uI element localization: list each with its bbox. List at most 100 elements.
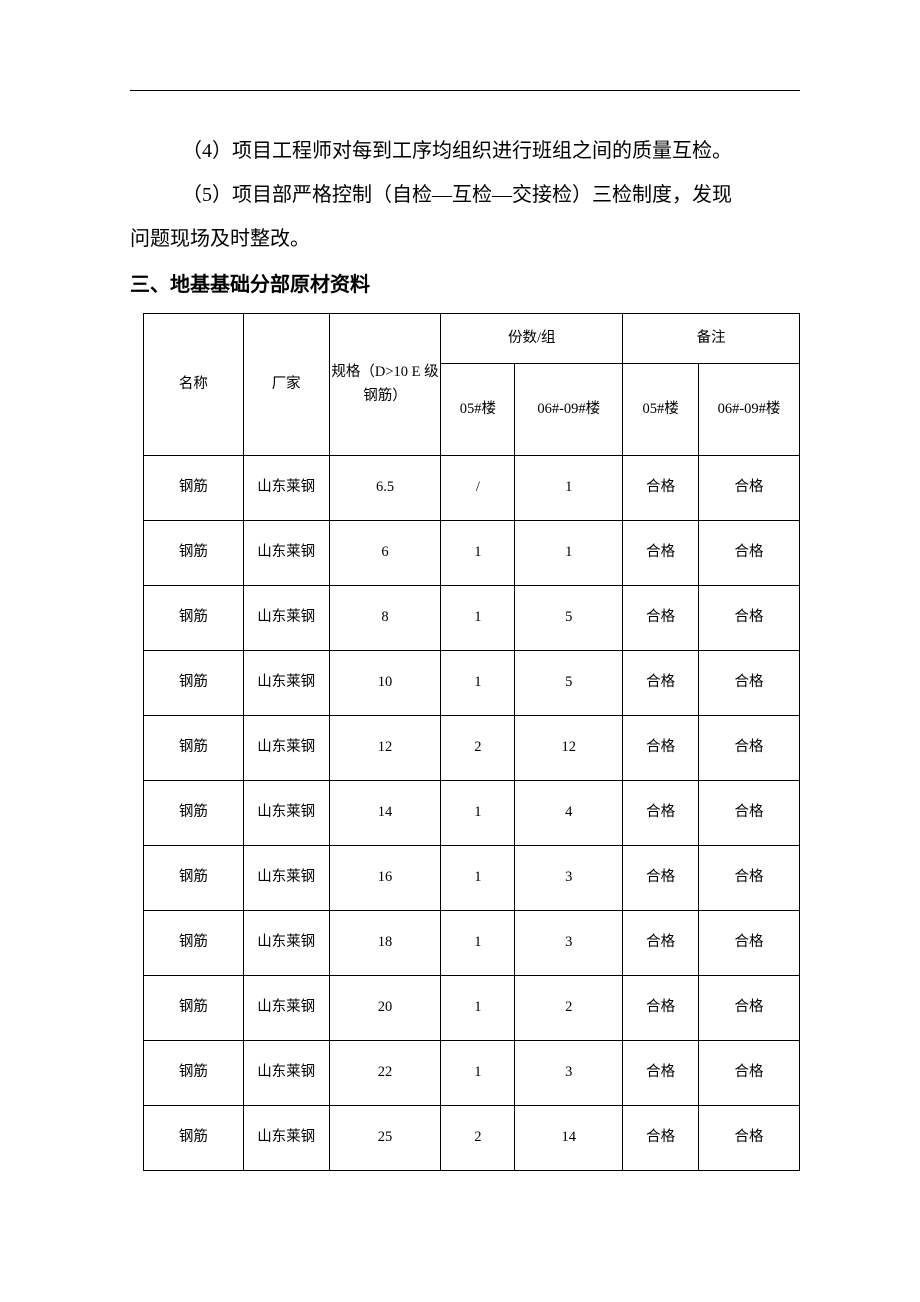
section-title: 三、地基基础分部原材资料 [130, 263, 800, 307]
table-header: 名称 厂家 规格（D>10 E 级钢筋） 份数/组 备注 05#楼 06#-09… [144, 314, 800, 456]
table-cell-c2: 3 [515, 911, 623, 976]
table-row: 钢筋山东莱钢2012合格合格 [144, 976, 800, 1041]
table-cell-r2: 合格 [699, 586, 800, 651]
table-cell-r1: 合格 [623, 1041, 699, 1106]
table-cell-c1: 2 [441, 1106, 515, 1171]
table-cell-r1: 合格 [623, 846, 699, 911]
table-cell-c2: 5 [515, 651, 623, 716]
paragraph-4: （4）项目工程师对每到工序均组织进行班组之间的质量互检。 [130, 129, 800, 173]
table-cell-c2: 12 [515, 716, 623, 781]
table-cell-name: 钢筋 [144, 781, 244, 846]
table-cell-mfr: 山东莱钢 [243, 586, 329, 651]
th-remark-group: 备注 [623, 314, 800, 364]
table-cell-c1: 1 [441, 846, 515, 911]
table-cell-name: 钢筋 [144, 586, 244, 651]
table-cell-spec: 14 [329, 781, 441, 846]
table-cell-spec: 12 [329, 716, 441, 781]
table-cell-mfr: 山东莱钢 [243, 846, 329, 911]
table-cell-c1: 2 [441, 716, 515, 781]
table-cell-mfr: 山东莱钢 [243, 911, 329, 976]
table-cell-r2: 合格 [699, 781, 800, 846]
paragraph-5-line1: （5）项目部严格控制（自检—互检—交接检）三检制度，发现 [130, 173, 800, 217]
table-cell-c2: 2 [515, 976, 623, 1041]
table-cell-r1: 合格 [623, 586, 699, 651]
th-count-group: 份数/组 [441, 314, 623, 364]
table-cell-mfr: 山东莱钢 [243, 521, 329, 586]
table-cell-mfr: 山东莱钢 [243, 1041, 329, 1106]
table-cell-c1: 1 [441, 976, 515, 1041]
table-cell-mfr: 山东莱钢 [243, 456, 329, 521]
th-remark-05: 05#楼 [623, 364, 699, 456]
table-row: 钢筋山东莱钢611合格合格 [144, 521, 800, 586]
table-row: 钢筋山东莱钢1414合格合格 [144, 781, 800, 846]
table-cell-spec: 6 [329, 521, 441, 586]
table-cell-mfr: 山东莱钢 [243, 1106, 329, 1171]
table-cell-r2: 合格 [699, 521, 800, 586]
table-row: 钢筋山东莱钢6.5/1合格合格 [144, 456, 800, 521]
table-cell-r2: 合格 [699, 456, 800, 521]
table-cell-spec: 25 [329, 1106, 441, 1171]
table-cell-r1: 合格 [623, 651, 699, 716]
table-cell-name: 钢筋 [144, 716, 244, 781]
th-count-06-09: 06#-09#楼 [515, 364, 623, 456]
table-cell-c1: / [441, 456, 515, 521]
materials-table: 名称 厂家 规格（D>10 E 级钢筋） 份数/组 备注 05#楼 06#-09… [143, 313, 800, 1171]
table-cell-r2: 合格 [699, 846, 800, 911]
body-paragraphs: （4）项目工程师对每到工序均组织进行班组之间的质量互检。 （5）项目部严格控制（… [130, 129, 800, 261]
th-count-05: 05#楼 [441, 364, 515, 456]
table-cell-c1: 1 [441, 586, 515, 651]
table-row: 钢筋山东莱钢2213合格合格 [144, 1041, 800, 1106]
table-cell-spec: 22 [329, 1041, 441, 1106]
table-cell-c2: 1 [515, 521, 623, 586]
table-cell-c2: 14 [515, 1106, 623, 1171]
table-cell-spec: 20 [329, 976, 441, 1041]
table-cell-c2: 3 [515, 1041, 623, 1106]
paragraph-5-line2: 问题现场及时整改。 [130, 217, 800, 261]
table-cell-spec: 16 [329, 846, 441, 911]
table-body: 钢筋山东莱钢6.5/1合格合格钢筋山东莱钢611合格合格钢筋山东莱钢815合格合… [144, 456, 800, 1171]
table-cell-r1: 合格 [623, 716, 699, 781]
table-cell-c2: 3 [515, 846, 623, 911]
th-spec: 规格（D>10 E 级钢筋） [329, 314, 441, 456]
table-cell-r2: 合格 [699, 976, 800, 1041]
table-cell-r2: 合格 [699, 1106, 800, 1171]
table-cell-mfr: 山东莱钢 [243, 781, 329, 846]
table-cell-c1: 1 [441, 781, 515, 846]
table-cell-spec: 18 [329, 911, 441, 976]
table-cell-c2: 5 [515, 586, 623, 651]
table-cell-name: 钢筋 [144, 456, 244, 521]
table-cell-name: 钢筋 [144, 976, 244, 1041]
th-manufacturer: 厂家 [243, 314, 329, 456]
table-cell-r2: 合格 [699, 716, 800, 781]
table-cell-r1: 合格 [623, 911, 699, 976]
table-cell-r2: 合格 [699, 911, 800, 976]
table-row: 钢筋山东莱钢1813合格合格 [144, 911, 800, 976]
table-cell-c1: 1 [441, 651, 515, 716]
table-cell-r1: 合格 [623, 976, 699, 1041]
table-cell-c2: 4 [515, 781, 623, 846]
top-horizontal-rule [130, 90, 800, 91]
table-cell-r2: 合格 [699, 651, 800, 716]
table-cell-mfr: 山东莱钢 [243, 716, 329, 781]
table-cell-spec: 8 [329, 586, 441, 651]
table-cell-c2: 1 [515, 456, 623, 521]
table-cell-name: 钢筋 [144, 1106, 244, 1171]
table-cell-c1: 1 [441, 1041, 515, 1106]
table-row: 钢筋山东莱钢25214合格合格 [144, 1106, 800, 1171]
table-cell-r1: 合格 [623, 521, 699, 586]
table-row: 钢筋山东莱钢815合格合格 [144, 586, 800, 651]
table-cell-c1: 1 [441, 521, 515, 586]
table-row: 钢筋山东莱钢12212合格合格 [144, 716, 800, 781]
th-remark-06-09: 06#-09#楼 [699, 364, 800, 456]
table-cell-name: 钢筋 [144, 651, 244, 716]
table-row: 钢筋山东莱钢1613合格合格 [144, 846, 800, 911]
table-cell-name: 钢筋 [144, 1041, 244, 1106]
table-cell-r1: 合格 [623, 456, 699, 521]
table-cell-name: 钢筋 [144, 846, 244, 911]
table-cell-mfr: 山东莱钢 [243, 651, 329, 716]
table-cell-spec: 6.5 [329, 456, 441, 521]
table-cell-r2: 合格 [699, 1041, 800, 1106]
table-cell-c1: 1 [441, 911, 515, 976]
table-cell-r1: 合格 [623, 1106, 699, 1171]
table-cell-spec: 10 [329, 651, 441, 716]
